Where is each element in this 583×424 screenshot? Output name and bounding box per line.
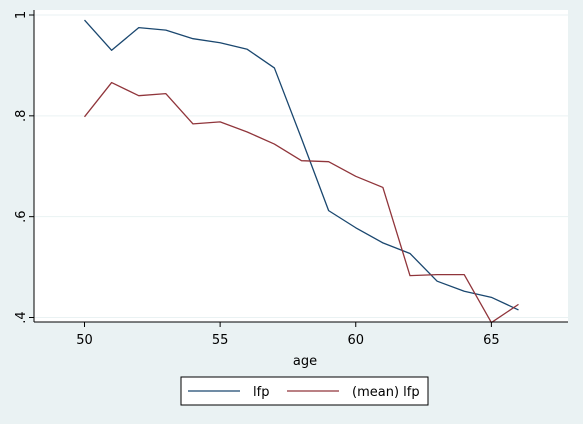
- x-tick-label: 55: [212, 333, 229, 348]
- y-tick-label: .6: [14, 210, 29, 222]
- legend: lfp (mean) lfp: [180, 376, 429, 406]
- x-axis-ticks: 50 55 60 65: [76, 322, 500, 348]
- series-line-mean-lfp: [83, 81, 519, 324]
- y-tick-label: .4: [14, 311, 29, 323]
- plot-area: [34, 10, 568, 322]
- legend-label-mean-lfp: (mean) lfp: [352, 385, 420, 400]
- gridlines: [34, 14, 568, 318]
- series-layer: [83, 19, 519, 324]
- x-tick-label: 50: [76, 333, 93, 348]
- y-tick-label: .8: [14, 110, 29, 122]
- x-axis-title: age: [293, 354, 317, 369]
- legend-label-lfp: lfp: [253, 385, 269, 400]
- x-tick-label: 60: [347, 333, 364, 348]
- x-tick-label: 65: [483, 333, 500, 348]
- y-tick-label: 1: [14, 11, 29, 19]
- series-line-lfp: [84, 19, 519, 311]
- y-axis-ticks: .4 .6 .8 1: [14, 11, 34, 324]
